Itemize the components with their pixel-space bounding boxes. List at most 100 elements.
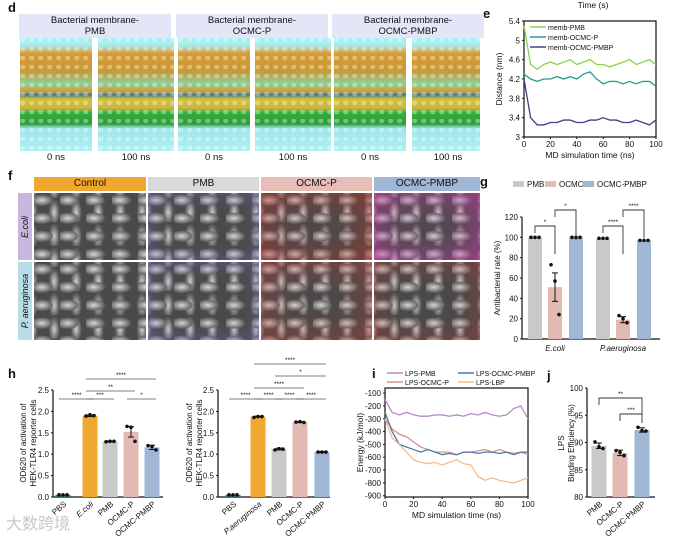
data-point bbox=[298, 419, 302, 424]
category-label: P.aeruginosa bbox=[600, 344, 647, 353]
bar-ecoli bbox=[82, 415, 98, 497]
data-point bbox=[537, 235, 541, 240]
x-tick-label: 0 bbox=[522, 140, 527, 149]
significance-label: **** bbox=[285, 357, 296, 364]
data-point bbox=[260, 414, 264, 419]
x-tick-label: 60 bbox=[466, 500, 475, 509]
legend-label: LPS-OCMC-P bbox=[405, 380, 449, 387]
data-point bbox=[578, 235, 582, 240]
data-point bbox=[601, 446, 605, 451]
data-point bbox=[84, 414, 88, 418]
sem-column-ocmc-p: OCMC-P bbox=[261, 177, 372, 191]
x-tick-label: 80 bbox=[495, 500, 504, 509]
data-point bbox=[231, 493, 235, 497]
y-tick-label: 3.4 bbox=[509, 114, 521, 123]
significance-bracket bbox=[598, 397, 643, 416]
chart-title: Time (s) bbox=[578, 0, 609, 10]
y-tick-label: 4.6 bbox=[509, 56, 521, 65]
data-point bbox=[622, 453, 626, 458]
bar-paeruginosa bbox=[250, 416, 266, 497]
y-tick-label: -700 bbox=[365, 466, 382, 475]
sem-column-control: Control bbox=[34, 177, 146, 191]
data-point bbox=[227, 493, 231, 497]
bar-ocmcp bbox=[548, 287, 562, 339]
category-label: PBS bbox=[220, 500, 238, 517]
time-label: 100 ns bbox=[433, 152, 463, 163]
y-tick-label: 90 bbox=[574, 439, 583, 448]
legend-label: OCMC-P bbox=[559, 180, 591, 189]
significance-label: * bbox=[544, 219, 547, 226]
y-tick-label: 1.5 bbox=[38, 429, 50, 438]
x-tick-label: 100 bbox=[521, 500, 535, 509]
data-point bbox=[92, 413, 96, 418]
time-label: 100 ns bbox=[278, 152, 308, 163]
significance-bracket bbox=[602, 225, 624, 254]
data-point bbox=[640, 428, 644, 433]
plot-frame bbox=[384, 387, 529, 498]
md-snapshot-pmb-100ns bbox=[98, 38, 174, 151]
significance-bracket bbox=[619, 413, 643, 423]
data-point bbox=[625, 320, 629, 325]
sem-image-pmb-ecoli bbox=[148, 193, 259, 260]
legend-label: LPS-LBP bbox=[476, 380, 505, 387]
y-tick-label: 3.8 bbox=[509, 94, 521, 103]
bar-pmb bbox=[591, 445, 607, 497]
time-label: 100 ns bbox=[121, 152, 151, 163]
x-tick-label: 100 bbox=[649, 140, 663, 149]
data-point bbox=[638, 238, 642, 243]
bar-pmb bbox=[102, 441, 118, 497]
significance-label: **** bbox=[240, 392, 251, 399]
y-tick-label: 20 bbox=[509, 315, 518, 324]
y-tick-label: 2.5 bbox=[203, 386, 215, 395]
data-point bbox=[593, 440, 597, 444]
watermark: 大数跨境 bbox=[6, 516, 71, 533]
y-tick-label: -600 bbox=[365, 453, 382, 462]
x-axis-label: MD simulation time (ns) bbox=[545, 150, 634, 160]
data-point bbox=[557, 312, 561, 317]
legend-label: LPS-OCMC-PMBP bbox=[476, 371, 535, 378]
series-line-lps-ocmc-pmbp bbox=[384, 412, 528, 456]
y-tick-label: -100 bbox=[365, 389, 382, 398]
x-tick-label: 80 bbox=[625, 140, 634, 149]
time-label: 0 ns bbox=[361, 152, 379, 163]
y-tick-label: 1.0 bbox=[38, 450, 50, 459]
bar-ocmcp bbox=[616, 319, 630, 339]
legend-label: memb-OCMC-P bbox=[548, 35, 598, 42]
x-tick-label: 20 bbox=[546, 140, 555, 149]
y-tick-label: 80 bbox=[574, 493, 583, 502]
legend-swatch bbox=[513, 181, 524, 187]
time-label: 0 ns bbox=[47, 152, 65, 163]
data-point bbox=[235, 493, 239, 497]
bar-ocmcpmbp bbox=[314, 452, 330, 497]
data-point bbox=[553, 279, 557, 283]
x-tick-label: 60 bbox=[599, 140, 608, 149]
y-tick-label: 85 bbox=[574, 466, 583, 475]
panel-label-g: g bbox=[480, 174, 488, 189]
sem-image-pmb-paeruginosa bbox=[148, 262, 259, 340]
significance-label: *** bbox=[96, 392, 104, 399]
h1-y-axis-label: OD620 of activation of HEK-TLR4 reporter… bbox=[19, 399, 38, 487]
y-tick-label: 0.0 bbox=[203, 493, 215, 502]
data-point bbox=[570, 235, 574, 240]
sem-column-ocmc-pmbp: OCMC-PMBP bbox=[374, 177, 480, 191]
sem-column-pmb: PMB bbox=[148, 177, 259, 191]
y-tick-label: 100 bbox=[570, 384, 584, 393]
sem-image-control-paeruginosa bbox=[34, 262, 146, 340]
significance-label: ** bbox=[108, 384, 114, 391]
data-point bbox=[65, 493, 69, 497]
bar-ocmcp bbox=[292, 422, 308, 497]
data-point bbox=[636, 425, 640, 430]
significance-bracket bbox=[622, 209, 645, 238]
significance-label: **** bbox=[116, 372, 127, 379]
data-point bbox=[533, 235, 537, 240]
data-point bbox=[529, 235, 533, 240]
significance-label: **** bbox=[628, 203, 639, 210]
data-point bbox=[104, 439, 108, 444]
legend-label: memb-OCMC-PMBP bbox=[548, 45, 614, 52]
series-line-lps-ocmc-p bbox=[384, 418, 529, 456]
md-snapshot-pmb-0ns bbox=[20, 38, 92, 151]
data-point bbox=[88, 413, 92, 417]
x-axis-label: MD simulation time (ns) bbox=[412, 510, 501, 520]
sem-row-paeruginosa: P. aeruginosa bbox=[18, 262, 32, 340]
